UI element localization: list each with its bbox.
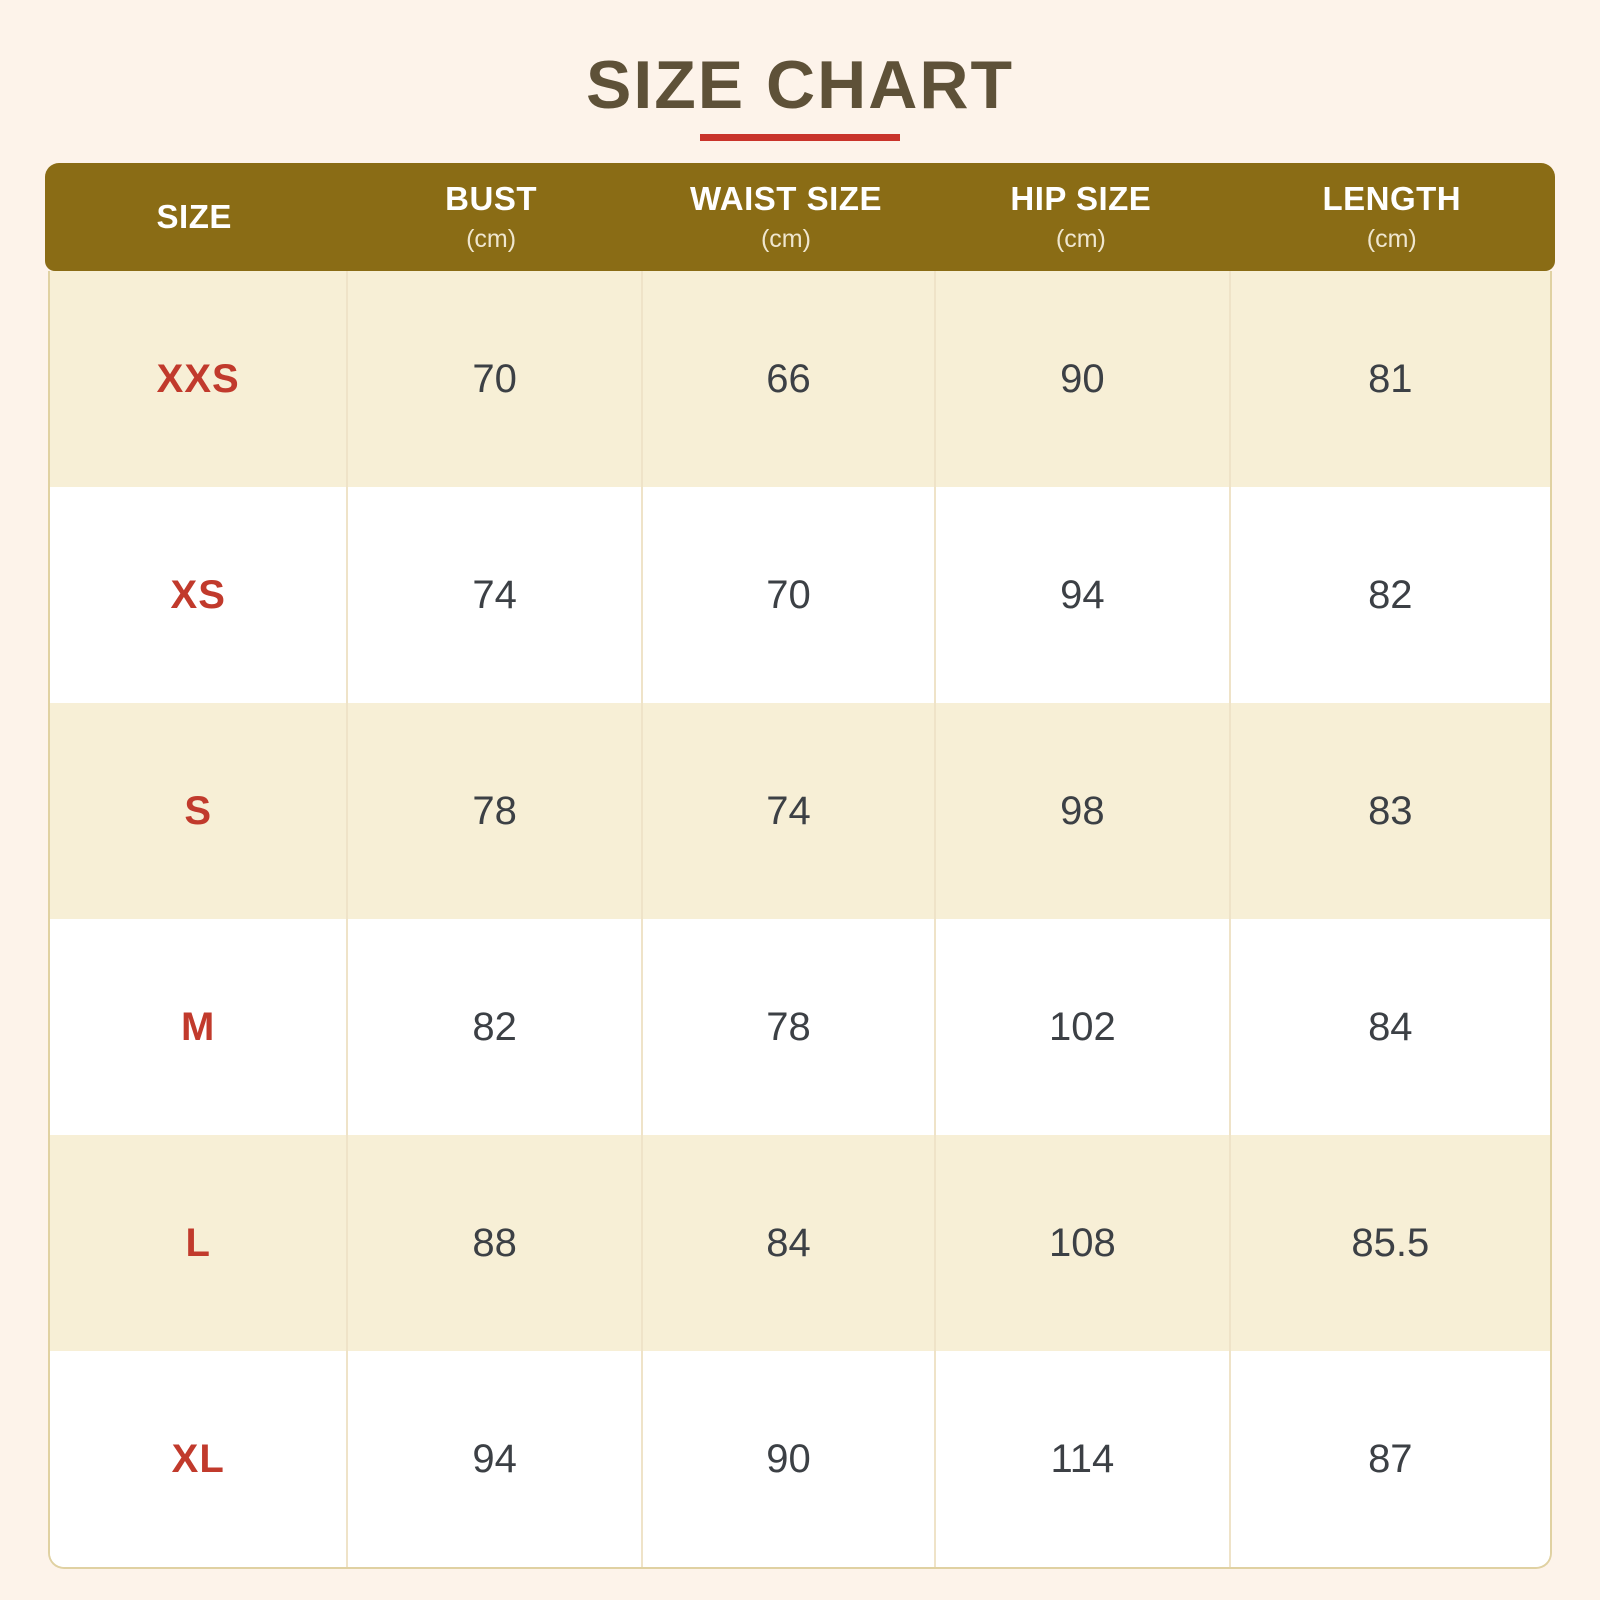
waist-value-cell: 90	[640, 1351, 934, 1568]
bust-value-cell: 94	[346, 1351, 640, 1568]
waist-value-cell: 66	[640, 271, 934, 488]
size-cell: M	[181, 1004, 216, 1049]
column-header-unit: (cm)	[760, 225, 811, 254]
hip-value-cell: 90	[934, 271, 1228, 488]
column-header-label: BUST	[445, 180, 537, 218]
size-cell: XS	[170, 572, 226, 617]
bust-value-cell: 78	[346, 703, 640, 920]
header-cell-hip: HIP SIZE (cm)	[933, 163, 1228, 271]
bust-value-cell: 82	[346, 919, 640, 1136]
waist-value-cell: 74	[640, 703, 934, 920]
table-row-l: L 88 84 108 85.5	[50, 1135, 1550, 1352]
waist-value-cell: 70	[640, 487, 934, 704]
size-cell: S	[184, 788, 213, 833]
header-cell-bust: BUST (cm)	[343, 163, 638, 271]
table-row-xxs: XXS 70 66 90 81	[50, 271, 1550, 488]
size-cell: L	[185, 1220, 211, 1265]
column-header-label: WAIST SIZE	[689, 180, 882, 218]
page-title: SIZE CHART	[586, 47, 1014, 123]
column-header-label: HIP SIZE	[1010, 180, 1152, 218]
hip-value-cell: 114	[934, 1351, 1228, 1568]
length-value-cell: 87	[1228, 1351, 1550, 1568]
hip-value-cell: 94	[934, 487, 1228, 704]
title-block: SIZE CHART	[0, 0, 1600, 142]
size-chart-table: SIZE BUST (cm) WAIST SIZE (cm) HIP SIZE …	[45, 163, 1555, 1570]
bust-value-cell: 70	[346, 271, 640, 488]
column-header-label: SIZE	[156, 198, 232, 236]
header-cell-waist: WAIST SIZE (cm)	[639, 163, 933, 271]
length-value-cell: 81	[1228, 271, 1550, 488]
length-value-cell: 83	[1228, 703, 1550, 920]
hip-value-cell: 98	[934, 703, 1228, 920]
length-value-cell: 85.5	[1228, 1135, 1550, 1352]
waist-value-cell: 84	[640, 1135, 934, 1352]
header-cell-size: SIZE	[45, 163, 343, 271]
column-header-unit: (cm)	[1366, 225, 1417, 254]
waist-value-cell: 78	[640, 919, 934, 1136]
column-header-label: LENGTH	[1322, 180, 1462, 218]
column-header-unit: (cm)	[466, 225, 517, 254]
column-header-unit: (cm)	[1055, 225, 1106, 254]
bust-value-cell: 74	[346, 487, 640, 704]
header-cell-length: LENGTH (cm)	[1229, 163, 1555, 271]
table-row-xs: XS 74 70 94 82	[50, 487, 1550, 704]
length-value-cell: 82	[1228, 487, 1550, 704]
bust-value-cell: 88	[346, 1135, 640, 1352]
title-underline	[700, 134, 900, 142]
size-cell: XL	[171, 1436, 225, 1481]
table-row-s: S 78 74 98 83	[50, 703, 1550, 920]
table-row-m: M 82 78 102 84	[50, 919, 1550, 1136]
length-value-cell: 84	[1228, 919, 1550, 1136]
size-cell: XXS	[156, 356, 240, 401]
table-header: SIZE BUST (cm) WAIST SIZE (cm) HIP SIZE …	[45, 163, 1555, 272]
table-row-xl: XL 94 90 114 87	[50, 1351, 1550, 1568]
hip-value-cell: 108	[934, 1135, 1228, 1352]
table-body: XXS 70 66 90 81 XS 74 70 94 82 S 78 74 9…	[48, 271, 1552, 1570]
hip-value-cell: 102	[934, 919, 1228, 1136]
